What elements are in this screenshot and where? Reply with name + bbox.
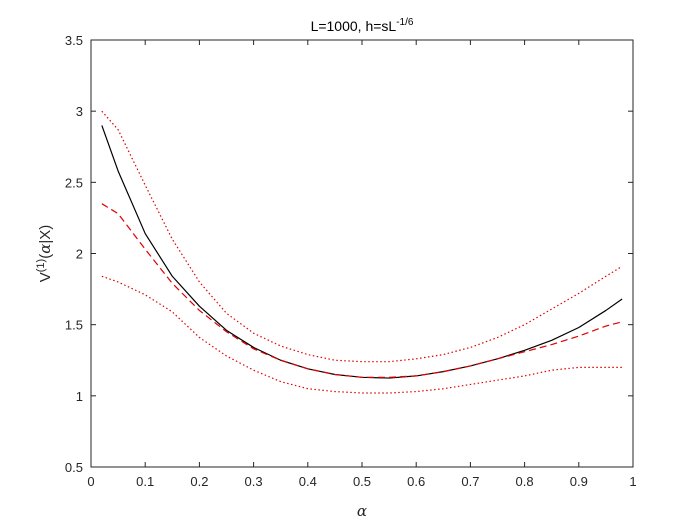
chart-title: L=1000, h=sL-1/6 — [311, 17, 414, 34]
chart-title-main: L=1000, h=sL — [311, 18, 397, 34]
y-axis-label: V(1)(α|X) — [35, 225, 54, 283]
y-tick-label: 2.5 — [65, 175, 83, 190]
y-axis-ticks: 0.5 1 1.5 2 2.5 3 3.5 — [65, 33, 633, 475]
x-tick-label: 0.9 — [570, 474, 588, 489]
y-axis-label-superscript: (1) — [35, 259, 47, 272]
x-tick-label: 0.8 — [516, 474, 534, 489]
y-tick-label: 3 — [76, 104, 83, 119]
x-axis-ticks: 0 0.1 0.2 0.3 0.4 0.5 0.6 0.7 0.8 0.9 1 — [87, 40, 637, 489]
x-tick-label: 0 — [87, 474, 94, 489]
x-tick-label: 0.3 — [245, 474, 263, 489]
series-line-2 — [101, 203, 623, 378]
y-axis-label-suffix: |X) — [37, 225, 54, 244]
y-tick-label: 1.5 — [65, 318, 83, 333]
y-tick-label: 1 — [76, 389, 83, 404]
x-tick-label: 0.5 — [353, 474, 371, 489]
x-tick-label: 0.4 — [299, 474, 317, 489]
y-tick-label: 2 — [76, 247, 83, 262]
x-tick-label: 0.2 — [190, 474, 208, 489]
y-tick-label: 3.5 — [65, 33, 83, 48]
x-tick-label: 1 — [629, 474, 636, 489]
y-axis-label-paren: ( — [37, 254, 54, 259]
series-layer — [101, 110, 623, 394]
chart-title-superscript: -1/6 — [396, 17, 414, 28]
x-axis-label: α — [357, 502, 367, 520]
y-axis-label-prefix: V — [37, 272, 54, 282]
y-tick-label: 0.5 — [65, 460, 83, 475]
x-tick-label: 0.7 — [461, 474, 479, 489]
plot-area — [91, 40, 633, 467]
x-tick-label: 0.6 — [407, 474, 425, 489]
x-tick-label: 0.1 — [136, 474, 154, 489]
y-axis-label-alpha: α — [36, 244, 54, 254]
